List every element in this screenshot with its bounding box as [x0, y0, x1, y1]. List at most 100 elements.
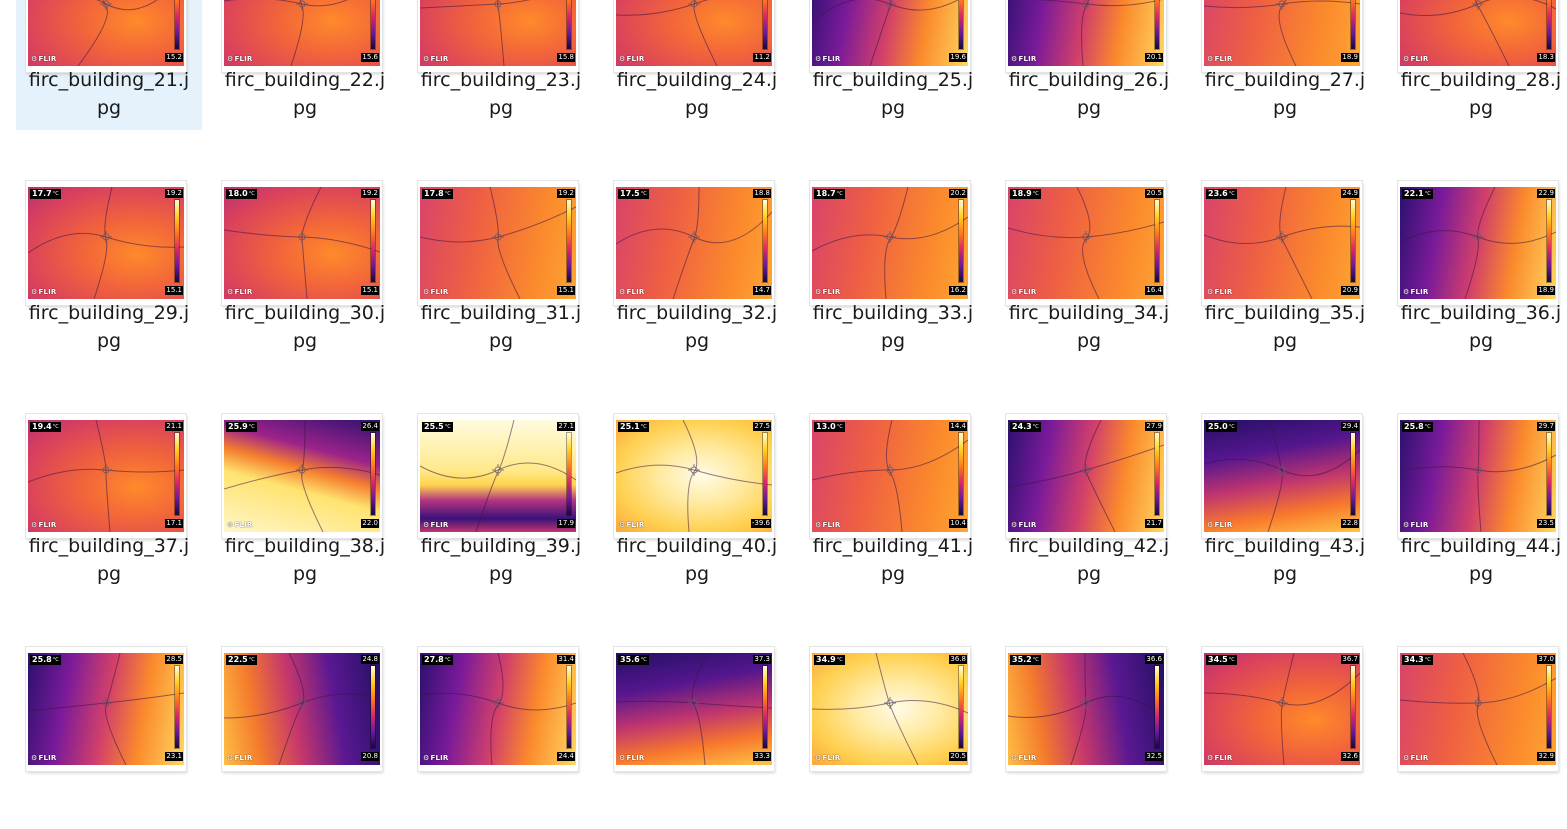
thermal-image-thumbnail[interactable]: 24.3°C 27.9 21.7 ⚙FLIR: [1006, 414, 1166, 538]
thermal-image-thumbnail[interactable]: 17.8°C 19.2 15.1 ⚙FLIR: [418, 181, 578, 305]
thermal-image-thumbnail[interactable]: 34.3°C 37.0 32.9 ⚙FLIR: [1398, 647, 1558, 771]
thermal-image-thumbnail[interactable]: 22.8°C23.520.1⚙FLIR: [1006, 0, 1166, 72]
file-name-label[interactable]: firc_building_28.j pg: [1388, 66, 1567, 122]
thermal-image-thumbnail[interactable]: 25.5°C 27.1 17.9 ⚙FLIR: [418, 414, 578, 538]
file-name-label[interactable]: firc_building_38.j pg: [212, 532, 398, 588]
file-tile[interactable]: 22.1°C 22.9 18.9 ⚙FLIR firc_building_36.j pg: [1388, 167, 1567, 363]
flir-logo-text: FLIR: [1214, 55, 1233, 63]
thermal-image-thumbnail[interactable]: 35.6°C 37.3 33.3 ⚙FLIR: [614, 647, 774, 771]
thermal-image-thumbnail[interactable]: 25.0°C 29.4 22.8 ⚙FLIR: [1202, 414, 1362, 538]
file-tile[interactable]: 22.5°C 24.8 20.8 ⚙FLIR: [212, 633, 398, 829]
file-tile[interactable]: 23.6°C 24.9 20.9 ⚙FLIR firc_building_35.j pg: [1192, 167, 1378, 363]
thermal-image-thumbnail[interactable]: 34.5°C 36.7 32.6 ⚙FLIR: [1202, 647, 1362, 771]
file-name-label[interactable]: firc_building_26.j pg: [996, 66, 1182, 122]
thermal-image-thumbnail[interactable]: 27.8°C 31.4 24.4 ⚙FLIR: [418, 647, 578, 771]
thermal-image-thumbnail[interactable]: 21.0°C22.018.9⚙FLIR: [1202, 0, 1362, 72]
file-name-label[interactable]: firc_building_35.j pg: [1192, 299, 1378, 355]
file-tile[interactable]: 34.3°C 37.0 32.9 ⚙FLIR: [1388, 633, 1567, 829]
thermal-image-thumbnail[interactable]: 18.9°C 20.5 16.4 ⚙FLIR: [1006, 181, 1166, 305]
file-name-label[interactable]: firc_building_32.j pg: [604, 299, 790, 355]
file-name-label[interactable]: firc_building_25.j pg: [800, 66, 986, 122]
thermal-image-thumbnail[interactable]: 25.1°C 27.5 -39.6 ⚙FLIR: [614, 414, 774, 538]
flir-logo-icon: ⚙: [1403, 55, 1410, 63]
thermal-image-thumbnail[interactable]: 25.8°C 29.7 23.5 ⚙FLIR: [1398, 414, 1558, 538]
thermal-image-thumbnail[interactable]: 17.5°C 18.8 14.7 ⚙FLIR: [614, 181, 774, 305]
thermal-image-thumbnail[interactable]: 22.5°C 24.8 20.8 ⚙FLIR: [222, 647, 382, 771]
thermal-image-thumbnail[interactable]: 18.2°C19.015.6⚙FLIR: [222, 0, 382, 72]
file-name-label[interactable]: firc_building_31.j pg: [408, 299, 594, 355]
thermal-image-thumbnail[interactable]: 13.0°C 14.4 10.4 ⚙FLIR: [810, 414, 970, 538]
crack-lines: [28, 187, 184, 299]
crack-lines: [1204, 653, 1360, 765]
file-tile[interactable]: 18.9°C 20.5 16.4 ⚙FLIR firc_building_34.j pg: [996, 167, 1182, 363]
color-scale-bar: [371, 0, 375, 49]
file-name-label[interactable]: firc_building_39.j pg: [408, 532, 594, 588]
file-tile[interactable]: 25.5°C 27.1 17.9 ⚙FLIR firc_building_39.j pg: [408, 400, 594, 596]
thermal-image-thumbnail[interactable]: 25.9°C 26.4 22.0 ⚙FLIR: [222, 414, 382, 538]
thermal-image-thumbnail[interactable]: 22.1°C 22.9 18.9 ⚙FLIR: [1398, 181, 1558, 305]
file-name-label[interactable]: firc_building_22.j pg: [212, 66, 398, 122]
file-name-label[interactable]: firc_building_29.j pg: [16, 299, 202, 355]
thermal-image-thumbnail[interactable]: 22.1°C23.019.6⚙FLIR: [810, 0, 970, 72]
file-name-label[interactable]: firc_building_30.j pg: [212, 299, 398, 355]
file-name-label[interactable]: firc_building_41.j pg: [800, 532, 986, 588]
file-tile[interactable]: 25.1°C 27.5 -39.6 ⚙FLIR firc_building_40.j pg: [604, 400, 790, 596]
thermal-image-thumbnail[interactable]: 17.7°C 19.2 15.1 ⚙FLIR: [26, 181, 186, 305]
file-name-label[interactable]: firc_building_36.j pg: [1388, 299, 1567, 355]
file-name-label[interactable]: firc_building_27.j pg: [1192, 66, 1378, 122]
celsius-unit: °C: [836, 424, 843, 430]
file-name-label[interactable]: firc_building_21.j pg: [16, 66, 202, 122]
file-name-label[interactable]: firc_building_44.j pg: [1388, 532, 1567, 588]
thermal-image-thumbnail[interactable]: 35.2°C 36.6 32.5 ⚙FLIR: [1006, 647, 1166, 771]
file-tile[interactable]: 25.0°C 29.4 22.8 ⚙FLIR firc_building_43.j pg: [1192, 400, 1378, 596]
file-name-label[interactable]: firc_building_42.j pg: [996, 532, 1182, 588]
file-tile[interactable]: 25.8°C 28.5 23.1 ⚙FLIR: [16, 633, 202, 829]
thermal-image-thumbnail[interactable]: 18.3°C19.015.8⚙FLIR: [418, 0, 578, 72]
flir-logo-text: FLIR: [1214, 754, 1233, 762]
thermal-image-thumbnail[interactable]: 23.6°C 24.9 20.9 ⚙FLIR: [1202, 181, 1362, 305]
file-tile[interactable]: 17.5°C 18.8 14.7 ⚙FLIR firc_building_32.j pg: [604, 167, 790, 363]
thermal-image-thumbnail[interactable]: 25.8°C 28.5 23.1 ⚙FLIR: [26, 647, 186, 771]
file-name-label[interactable]: firc_building_33.j pg: [800, 299, 986, 355]
file-tile[interactable]: 25.9°C 26.4 22.0 ⚙FLIR firc_building_38.j pg: [212, 400, 398, 596]
crack-lines: [1008, 653, 1164, 765]
file-tile[interactable]: 34.5°C 36.7 32.6 ⚙FLIR: [1192, 633, 1378, 829]
thermal-image-thumbnail[interactable]: 14.1°C15.011.2⚙FLIR: [614, 0, 774, 72]
file-tile[interactable]: 35.2°C 36.6 32.5 ⚙FLIR: [996, 633, 1182, 829]
file-name-label[interactable]: firc_building_34.j pg: [996, 299, 1182, 355]
file-name-label[interactable]: firc_building_24.j pg: [604, 66, 790, 122]
thermal-image-thumbnail[interactable]: 18.0°C 19.2 15.1 ⚙FLIR: [222, 181, 382, 305]
thermal-image-thumbnail[interactable]: 34.9°C 36.8 20.5 ⚙FLIR: [810, 647, 970, 771]
file-tile[interactable]: 13.0°C 14.4 10.4 ⚙FLIR firc_building_41.j pg: [800, 400, 986, 596]
flir-logo: ⚙FLIR: [815, 754, 841, 762]
file-tile[interactable]: 19.4°C 21.1 17.1 ⚙FLIR firc_building_37.j pg: [16, 400, 202, 596]
file-name-label[interactable]: firc_building_23.j pg: [408, 66, 594, 122]
file-tile[interactable]: 35.6°C 37.3 33.3 ⚙FLIR: [604, 633, 790, 829]
file-tile[interactable]: 34.9°C 36.8 20.5 ⚙FLIR: [800, 633, 986, 829]
file-tile[interactable]: 18.0°C 19.2 15.1 ⚙FLIR firc_building_30.j pg: [212, 167, 398, 363]
file-name-label[interactable]: firc_building_37.j pg: [16, 532, 202, 588]
file-tile[interactable]: 18.7°C 20.2 16.2 ⚙FLIR firc_building_33.j pg: [800, 167, 986, 363]
file-tile[interactable]: 25.8°C 29.7 23.5 ⚙FLIR firc_building_44.j pg: [1388, 400, 1567, 596]
flir-logo: ⚙FLIR: [423, 521, 449, 529]
color-scale-bar: [1155, 666, 1159, 748]
thermal-image-thumbnail[interactable]: 18.0°C19.215.2⚙FLIR: [26, 0, 186, 72]
thermal-image-thumbnail[interactable]: 19.4°C 21.1 17.1 ⚙FLIR: [26, 414, 186, 538]
file-name-label[interactable]: firc_building_43.j pg: [1192, 532, 1378, 588]
file-tile[interactable]: 17.8°C 19.2 15.1 ⚙FLIR firc_building_31.j pg: [408, 167, 594, 363]
flir-logo-text: FLIR: [626, 754, 645, 762]
file-name-label[interactable]: firc_building_40.j pg: [604, 532, 790, 588]
thermal-image-thumbnail[interactable]: 20.9°C21.518.3⚙FLIR: [1398, 0, 1558, 72]
file-tile[interactable]: 24.3°C 27.9 21.7 ⚙FLIR firc_building_42.j pg: [996, 400, 1182, 596]
thermal-image-thumbnail[interactable]: 18.7°C 20.2 16.2 ⚙FLIR: [810, 181, 970, 305]
file-tile[interactable]: 27.8°C 31.4 24.4 ⚙FLIR: [408, 633, 594, 829]
file-tile[interactable]: 17.7°C 19.2 15.1 ⚙FLIR firc_building_29.j pg: [16, 167, 202, 363]
